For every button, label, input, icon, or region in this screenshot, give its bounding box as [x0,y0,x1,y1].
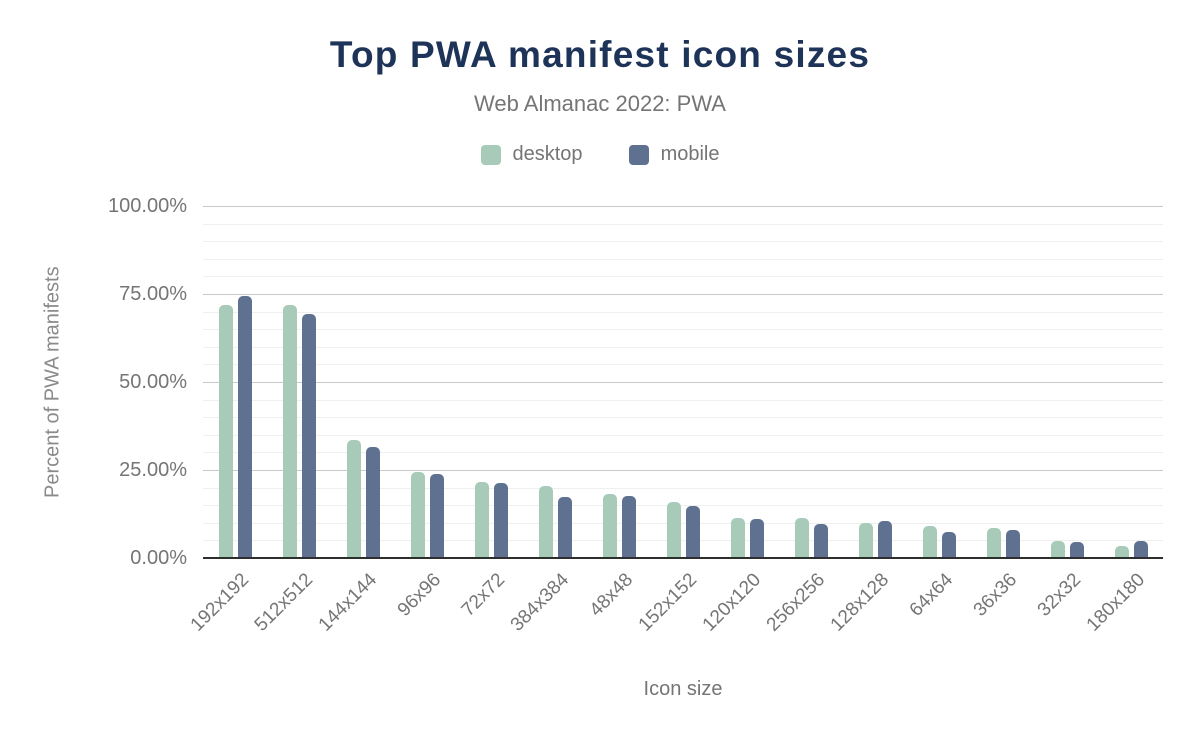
minor-gridline [203,346,1163,348]
x-axis-line [203,557,1163,559]
chart-title: Top PWA manifest icon sizes [329,34,871,75]
bar-desktop-36x36 [986,528,1001,558]
bar-desktop-96x96 [410,471,425,558]
legend-item-desktop: desktop [480,143,583,166]
bar-mobile-152x152 [685,505,700,558]
minor-gridline [203,241,1163,243]
bar-mobile-64x64 [941,531,956,558]
minor-gridline [203,434,1163,436]
major-gridline [203,382,1163,383]
bar-desktop-144x144 [346,440,361,558]
legend-item-mobile: mobile [628,143,720,166]
plot-area: 100.00% 75.00% 50.00% 25.00% 0.00% 192x192 512… [108,195,1163,636]
major-gridline [203,206,1163,207]
bar-mobile-256x256 [813,523,828,558]
y-tick-label: 0.00% [130,547,187,569]
major-gridline [203,294,1163,295]
bar-mobile-120x120 [749,519,764,558]
minor-gridline [203,399,1163,401]
bar-mobile-72x72 [493,482,508,558]
bar-desktop-512x512 [282,304,297,558]
minor-gridline [203,505,1163,507]
bar-desktop-256x256 [794,517,809,558]
y-tick-label: 25.00% [119,459,187,481]
mobile-swatch-icon [628,144,649,165]
x-axis-title: Icon size [643,678,723,700]
y-tick-label: 100.00% [108,195,187,217]
desktop-swatch-icon [480,144,501,165]
bar-mobile-512x512 [301,314,316,558]
bar-desktop-32x32 [1050,541,1065,558]
y-tick-label: 50.00% [119,371,187,393]
bar-desktop-192x192 [218,304,233,558]
minor-gridline [203,540,1163,542]
minor-gridline [203,417,1163,419]
bar-desktop-120x120 [730,517,745,558]
major-gridline [203,470,1163,471]
bar-desktop-152x152 [666,501,681,558]
minor-gridline [203,311,1163,313]
y-axis-title: Percent of PWA manifests [41,266,64,498]
legend: desktop mobile [0,143,1200,166]
bar-mobile-192x192 [237,296,252,558]
bar-mobile-144x144 [365,446,380,558]
bar-desktop-180x180 [1114,546,1129,558]
minor-gridline [203,223,1163,225]
bar-desktop-384x384 [538,485,553,558]
minor-gridline [203,364,1163,366]
minor-gridline [203,258,1163,260]
bar-mobile-32x32 [1069,541,1084,558]
bar-mobile-96x96 [429,473,444,558]
bar-desktop-48x48 [602,494,617,558]
bar-mobile-36x36 [1005,529,1020,558]
legend-label-desktop: desktop [512,143,583,165]
legend-label-mobile: mobile [660,143,720,165]
bar-desktop-64x64 [922,525,937,558]
minor-gridline [203,452,1163,454]
bar-mobile-180x180 [1133,541,1148,558]
minor-gridline [203,276,1163,278]
bar-mobile-48x48 [621,496,636,558]
y-tick-label: 75.00% [119,283,187,305]
minor-gridline [203,522,1163,524]
minor-gridline [203,487,1163,489]
bar-desktop-72x72 [474,481,489,558]
chart-subtitle: Web Almanac 2022: PWA [474,91,726,116]
minor-gridline [203,329,1163,331]
bar-mobile-128x128 [877,521,892,558]
bar-desktop-128x128 [858,523,873,558]
bar-mobile-384x384 [557,497,572,558]
